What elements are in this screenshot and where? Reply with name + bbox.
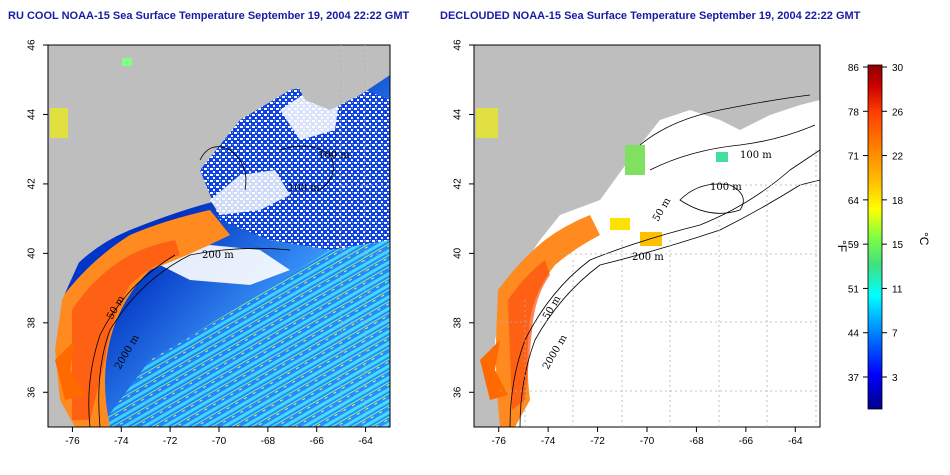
right-x-tick-label: -72 [590, 436, 605, 447]
left-contour-label: 100 m [288, 183, 320, 194]
right-x-tick-label: -66 [739, 436, 754, 447]
left-x-tick-label: -72 [163, 436, 178, 447]
colorbar-f-tick-label: 59 [848, 240, 860, 251]
right-contour-200m [509, 149, 820, 427]
left-bay-water [55, 340, 85, 400]
colorbar-f-tick-label: 86 [848, 63, 860, 74]
colorbar-c-tick-label: 30 [892, 63, 904, 74]
left-x-tick-label: -70 [212, 436, 227, 447]
left-contour-50m [88, 254, 176, 427]
colorbar-f-tick-label: 37 [848, 373, 860, 384]
colorbar-c-tick-label: 3 [892, 373, 898, 384]
colorbar-c-tick-label: 26 [892, 107, 904, 118]
right-y-tick-label: 44 [453, 108, 464, 120]
left-lake-patch [122, 58, 132, 66]
right-contour-label: 100 m [740, 150, 772, 161]
left-x-tick-label: -66 [309, 436, 324, 447]
colorbar-ticks: 86 30 78 26 71 22 64 18 59 15 51 11 44 7 37 3 [848, 63, 904, 384]
left-x-tick-label: -68 [261, 436, 276, 447]
right-contour-bank [679, 183, 744, 214]
right-contour-100m [649, 124, 816, 171]
right-contour-label: 200 m [632, 252, 664, 263]
right-landmass [474, 45, 820, 427]
left-cloud-patch [210, 170, 290, 215]
right-y-tick-label: 38 [453, 317, 464, 329]
colorbar-f-tick-label: 64 [848, 196, 860, 207]
right-y-tick-label: 40 [453, 247, 464, 259]
left-warm-core [72, 240, 180, 420]
left-y-tick-label: 44 [27, 108, 38, 120]
fahrenheit-unit-label: °F [835, 240, 849, 252]
left-x-tick-label: -64 [358, 436, 373, 447]
left-contour-2000m [98, 247, 291, 427]
left-map [48, 45, 390, 427]
colorbar-f-tick-label: 78 [848, 107, 860, 118]
right-x-tick-label: -70 [640, 436, 655, 447]
right-grid [500, 150, 820, 427]
colorbar-c-tick-label: 22 [892, 152, 904, 163]
colorbar-f-tick-label: 44 [848, 329, 860, 340]
colorbar-f-tick-label: 51 [848, 284, 860, 295]
colorbar-c-tick-label: 11 [892, 284, 903, 295]
left-contour-100m [279, 145, 334, 191]
right-cool-patch [625, 145, 645, 175]
colorbar-f-tick-label: 71 [848, 152, 860, 163]
right-x-tick-label: -76 [491, 436, 506, 447]
left-y-tick-label: 40 [27, 247, 38, 259]
left-y-tick-label: 46 [27, 39, 38, 51]
colorbar [867, 64, 883, 410]
left-streak-region [100, 230, 390, 427]
right-warm-patch [610, 218, 630, 230]
right-bay-water [480, 340, 508, 400]
right-x-tick-label: -64 [788, 436, 803, 447]
right-panel-title: DECLOUDED NOAA-15 Sea Surface Temperatur… [440, 10, 861, 22]
right-contour-label: 100 m [710, 182, 742, 193]
right-warm-core [508, 260, 550, 410]
left-panel-title: RU COOL NOAA-15 Sea Surface Temperature … [8, 10, 410, 22]
left-contour-100m [199, 146, 247, 191]
right-y-tick-label: 46 [453, 39, 464, 51]
right-axes: -76 -74 -72 -70 -68 -66 -64 46 44 42 40 38 36 [453, 39, 803, 447]
right-y-tick-label: 36 [453, 386, 464, 398]
left-y-tick-label: 38 [27, 317, 38, 329]
left-contour-label: 200 m [202, 250, 234, 261]
left-contour-label: 100 m [318, 150, 350, 161]
right-contour-2000m [519, 179, 820, 427]
left-y-tick-label: 42 [27, 178, 38, 190]
left-nova-scotia [295, 45, 390, 110]
left-grid [340, 45, 390, 427]
right-x-tick-label: -74 [541, 436, 556, 447]
right-contour-50m [639, 94, 811, 146]
left-x-tick-label: -76 [65, 436, 80, 447]
colorbar-c-tick-label: 15 [892, 240, 904, 251]
left-lake-patch [50, 108, 68, 138]
colorbar-c-tick-label: 18 [892, 196, 904, 207]
celsius-unit-label: °C [917, 232, 931, 246]
right-x-tick-label: -68 [689, 436, 704, 447]
right-cool-patch [716, 152, 728, 162]
colorbar-c-tick-label: 7 [892, 329, 898, 340]
right-lake-patch [476, 108, 498, 138]
right-map [474, 45, 820, 427]
left-y-tick-label: 36 [27, 386, 38, 398]
right-y-tick-label: 42 [453, 178, 464, 190]
left-landmass [48, 45, 300, 427]
left-axes: -76 -74 -72 -70 -68 -66 -64 46 44 42 40 38 36 [27, 39, 374, 447]
left-x-tick-label: -74 [114, 436, 129, 447]
